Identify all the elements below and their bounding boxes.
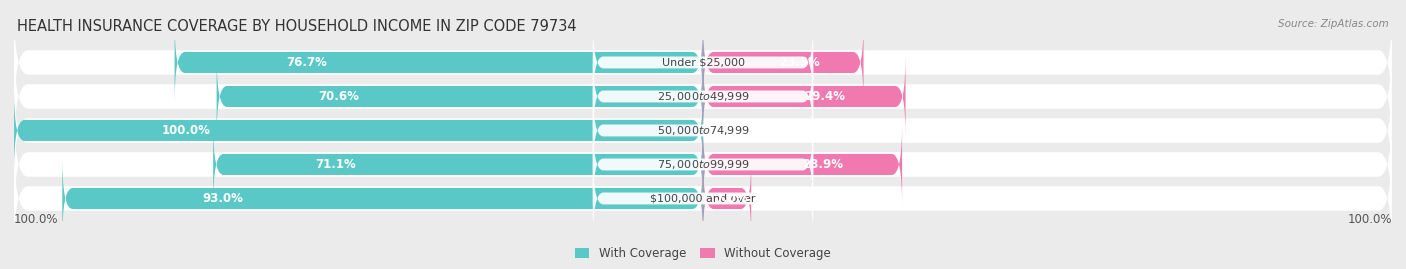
FancyBboxPatch shape bbox=[593, 51, 813, 141]
FancyBboxPatch shape bbox=[14, 143, 1392, 254]
Legend: With Coverage, Without Coverage: With Coverage, Without Coverage bbox=[571, 243, 835, 265]
FancyBboxPatch shape bbox=[593, 85, 813, 175]
Text: 100.0%: 100.0% bbox=[14, 213, 59, 226]
Text: 28.9%: 28.9% bbox=[801, 158, 844, 171]
Text: 76.7%: 76.7% bbox=[287, 56, 328, 69]
Text: $100,000 and over: $100,000 and over bbox=[650, 193, 756, 203]
Text: HEALTH INSURANCE COVERAGE BY HOUSEHOLD INCOME IN ZIP CODE 79734: HEALTH INSURANCE COVERAGE BY HOUSEHOLD I… bbox=[17, 19, 576, 34]
FancyBboxPatch shape bbox=[217, 56, 703, 137]
Text: 100.0%: 100.0% bbox=[1347, 213, 1392, 226]
FancyBboxPatch shape bbox=[62, 158, 703, 239]
Text: 71.1%: 71.1% bbox=[315, 158, 356, 171]
FancyBboxPatch shape bbox=[14, 90, 703, 171]
FancyBboxPatch shape bbox=[703, 124, 903, 205]
FancyBboxPatch shape bbox=[14, 109, 1392, 220]
FancyBboxPatch shape bbox=[703, 56, 905, 137]
Text: 29.4%: 29.4% bbox=[804, 90, 845, 103]
FancyBboxPatch shape bbox=[703, 22, 863, 103]
FancyBboxPatch shape bbox=[593, 153, 813, 243]
Text: 7.0%: 7.0% bbox=[716, 192, 748, 205]
FancyBboxPatch shape bbox=[14, 75, 1392, 186]
Text: 93.0%: 93.0% bbox=[202, 192, 243, 205]
FancyBboxPatch shape bbox=[593, 17, 813, 108]
FancyBboxPatch shape bbox=[14, 7, 1392, 118]
Text: Source: ZipAtlas.com: Source: ZipAtlas.com bbox=[1278, 19, 1389, 29]
FancyBboxPatch shape bbox=[174, 22, 703, 103]
Text: $25,000 to $49,999: $25,000 to $49,999 bbox=[657, 90, 749, 103]
Text: Under $25,000: Under $25,000 bbox=[661, 58, 745, 68]
FancyBboxPatch shape bbox=[14, 41, 1392, 152]
Text: 70.6%: 70.6% bbox=[318, 90, 359, 103]
Text: $75,000 to $99,999: $75,000 to $99,999 bbox=[657, 158, 749, 171]
Text: 23.3%: 23.3% bbox=[779, 56, 820, 69]
FancyBboxPatch shape bbox=[593, 119, 813, 210]
Text: $50,000 to $74,999: $50,000 to $74,999 bbox=[657, 124, 749, 137]
FancyBboxPatch shape bbox=[214, 124, 703, 205]
Text: 100.0%: 100.0% bbox=[162, 124, 211, 137]
FancyBboxPatch shape bbox=[703, 158, 751, 239]
